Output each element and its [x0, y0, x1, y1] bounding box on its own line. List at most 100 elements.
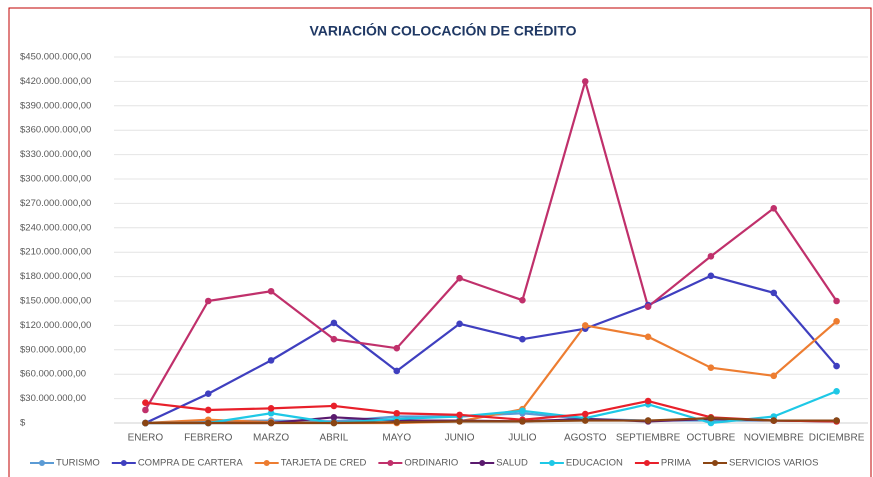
data-point — [519, 296, 526, 304]
y-tick-label: $30.000.000,00 — [20, 393, 86, 404]
data-point — [267, 405, 275, 412]
data-point — [204, 390, 212, 398]
series-line — [144, 274, 838, 424]
data-point — [393, 418, 401, 426]
x-tick-label: ABRIL — [319, 433, 348, 444]
y-tick-label: $360.000.000,00 — [20, 125, 91, 136]
data-point — [833, 318, 840, 325]
data-point — [330, 419, 338, 427]
series-line — [145, 417, 837, 425]
x-tick-label: AGOSTO — [564, 433, 607, 444]
data-point — [770, 372, 778, 380]
x-tick-label: DICIEMBRE — [809, 433, 865, 444]
data-point — [456, 274, 463, 282]
data-point — [770, 204, 778, 212]
series-line — [144, 80, 838, 411]
data-point — [707, 414, 715, 422]
legend-label: TARJETA DE CRED — [281, 458, 367, 469]
data-point — [833, 362, 840, 370]
y-tick-label: $330.000.000,00 — [20, 149, 91, 160]
legend-marker — [712, 460, 719, 466]
y-tick-label: $240.000.000,00 — [20, 222, 91, 233]
data-point — [267, 419, 275, 427]
x-tick-label: SEPTIEMBRE — [616, 433, 681, 444]
y-tick-label: $120.000.000,00 — [20, 320, 91, 331]
data-point — [393, 344, 401, 352]
data-point — [644, 417, 652, 424]
data-point — [644, 303, 652, 310]
y-tick-label: $ — [20, 418, 26, 429]
legend-marker — [39, 460, 45, 466]
y-tick-label: $270.000.000,00 — [20, 198, 91, 209]
data-point — [204, 406, 212, 414]
data-point — [581, 410, 589, 418]
data-point — [330, 402, 338, 410]
data-point — [581, 322, 589, 329]
data-point — [393, 367, 401, 375]
legend-label: SERVICIOS VARIOS — [729, 458, 818, 469]
data-point — [330, 335, 338, 343]
data-point — [456, 411, 463, 419]
y-tick-label: $390.000.000,00 — [20, 100, 91, 111]
x-tick-label: MARZO — [253, 433, 289, 444]
data-point — [707, 272, 715, 280]
y-tick-label: $150.000.000,00 — [20, 296, 91, 307]
legend-label: PRIMA — [661, 458, 692, 469]
legend-marker — [120, 460, 127, 466]
data-point — [330, 319, 338, 327]
legend-label: COMPRA DE CARTERA — [138, 458, 244, 469]
frame — [8, 7, 872, 477]
y-tick-label: $60.000.000,00 — [20, 369, 86, 380]
y-tick-label: $180.000.000,00 — [20, 271, 91, 282]
series-line — [145, 390, 837, 425]
data-point — [267, 357, 275, 364]
data-point — [330, 414, 338, 421]
legend-marker — [387, 460, 394, 466]
y-tick-label: $300.000.000,00 — [20, 174, 91, 185]
data-point — [519, 418, 526, 425]
x-tick-label: ENERO — [128, 433, 164, 444]
data-point — [456, 320, 463, 328]
x-tick-label: FEBRERO — [184, 433, 233, 444]
data-point — [204, 297, 212, 305]
data-point — [142, 399, 149, 406]
data-point — [267, 287, 275, 295]
data-point — [204, 419, 212, 427]
data-point — [644, 333, 652, 341]
legend-marker — [643, 460, 650, 466]
data-point — [142, 419, 149, 427]
y-tick-label: $420.000.000,00 — [20, 76, 91, 87]
data-point — [519, 407, 526, 415]
data-point — [833, 417, 840, 424]
chart-title: VARIACIÓN COLOCACIÓN DE CRÉDITO — [309, 22, 576, 39]
legend-label: EDUCACION — [566, 458, 623, 469]
x-tick-label: NOVIEMBRE — [744, 433, 804, 444]
y-tick-label: $210.000.000,00 — [20, 247, 91, 258]
x-tick-label: OCTUBRE — [686, 433, 735, 444]
legend-label: SALUD — [496, 458, 528, 469]
x-tick-label: JUNIO — [445, 433, 475, 444]
data-point — [833, 387, 840, 395]
x-tick-label: JULIO — [508, 433, 537, 444]
data-point — [644, 397, 652, 405]
y-tick-label: $90.000.000,00 — [20, 344, 86, 355]
data-point — [267, 409, 275, 417]
data-point — [581, 78, 589, 85]
x-tick-label: MAYO — [382, 433, 411, 444]
data-point — [707, 364, 715, 371]
legend-label: ORDINARIO — [404, 458, 458, 469]
series-line — [145, 320, 838, 425]
data-point — [833, 297, 840, 305]
legend-marker — [548, 460, 555, 466]
data-point — [770, 289, 778, 297]
legend-label: TURISMO — [56, 458, 100, 469]
data-point — [581, 417, 589, 424]
legend-marker — [479, 460, 486, 466]
data-point — [707, 252, 715, 260]
legend-marker — [263, 460, 270, 466]
data-point — [393, 409, 401, 417]
data-point — [456, 418, 463, 425]
y-tick-label: $450.000.000,00 — [20, 52, 91, 63]
data-point — [519, 335, 526, 343]
